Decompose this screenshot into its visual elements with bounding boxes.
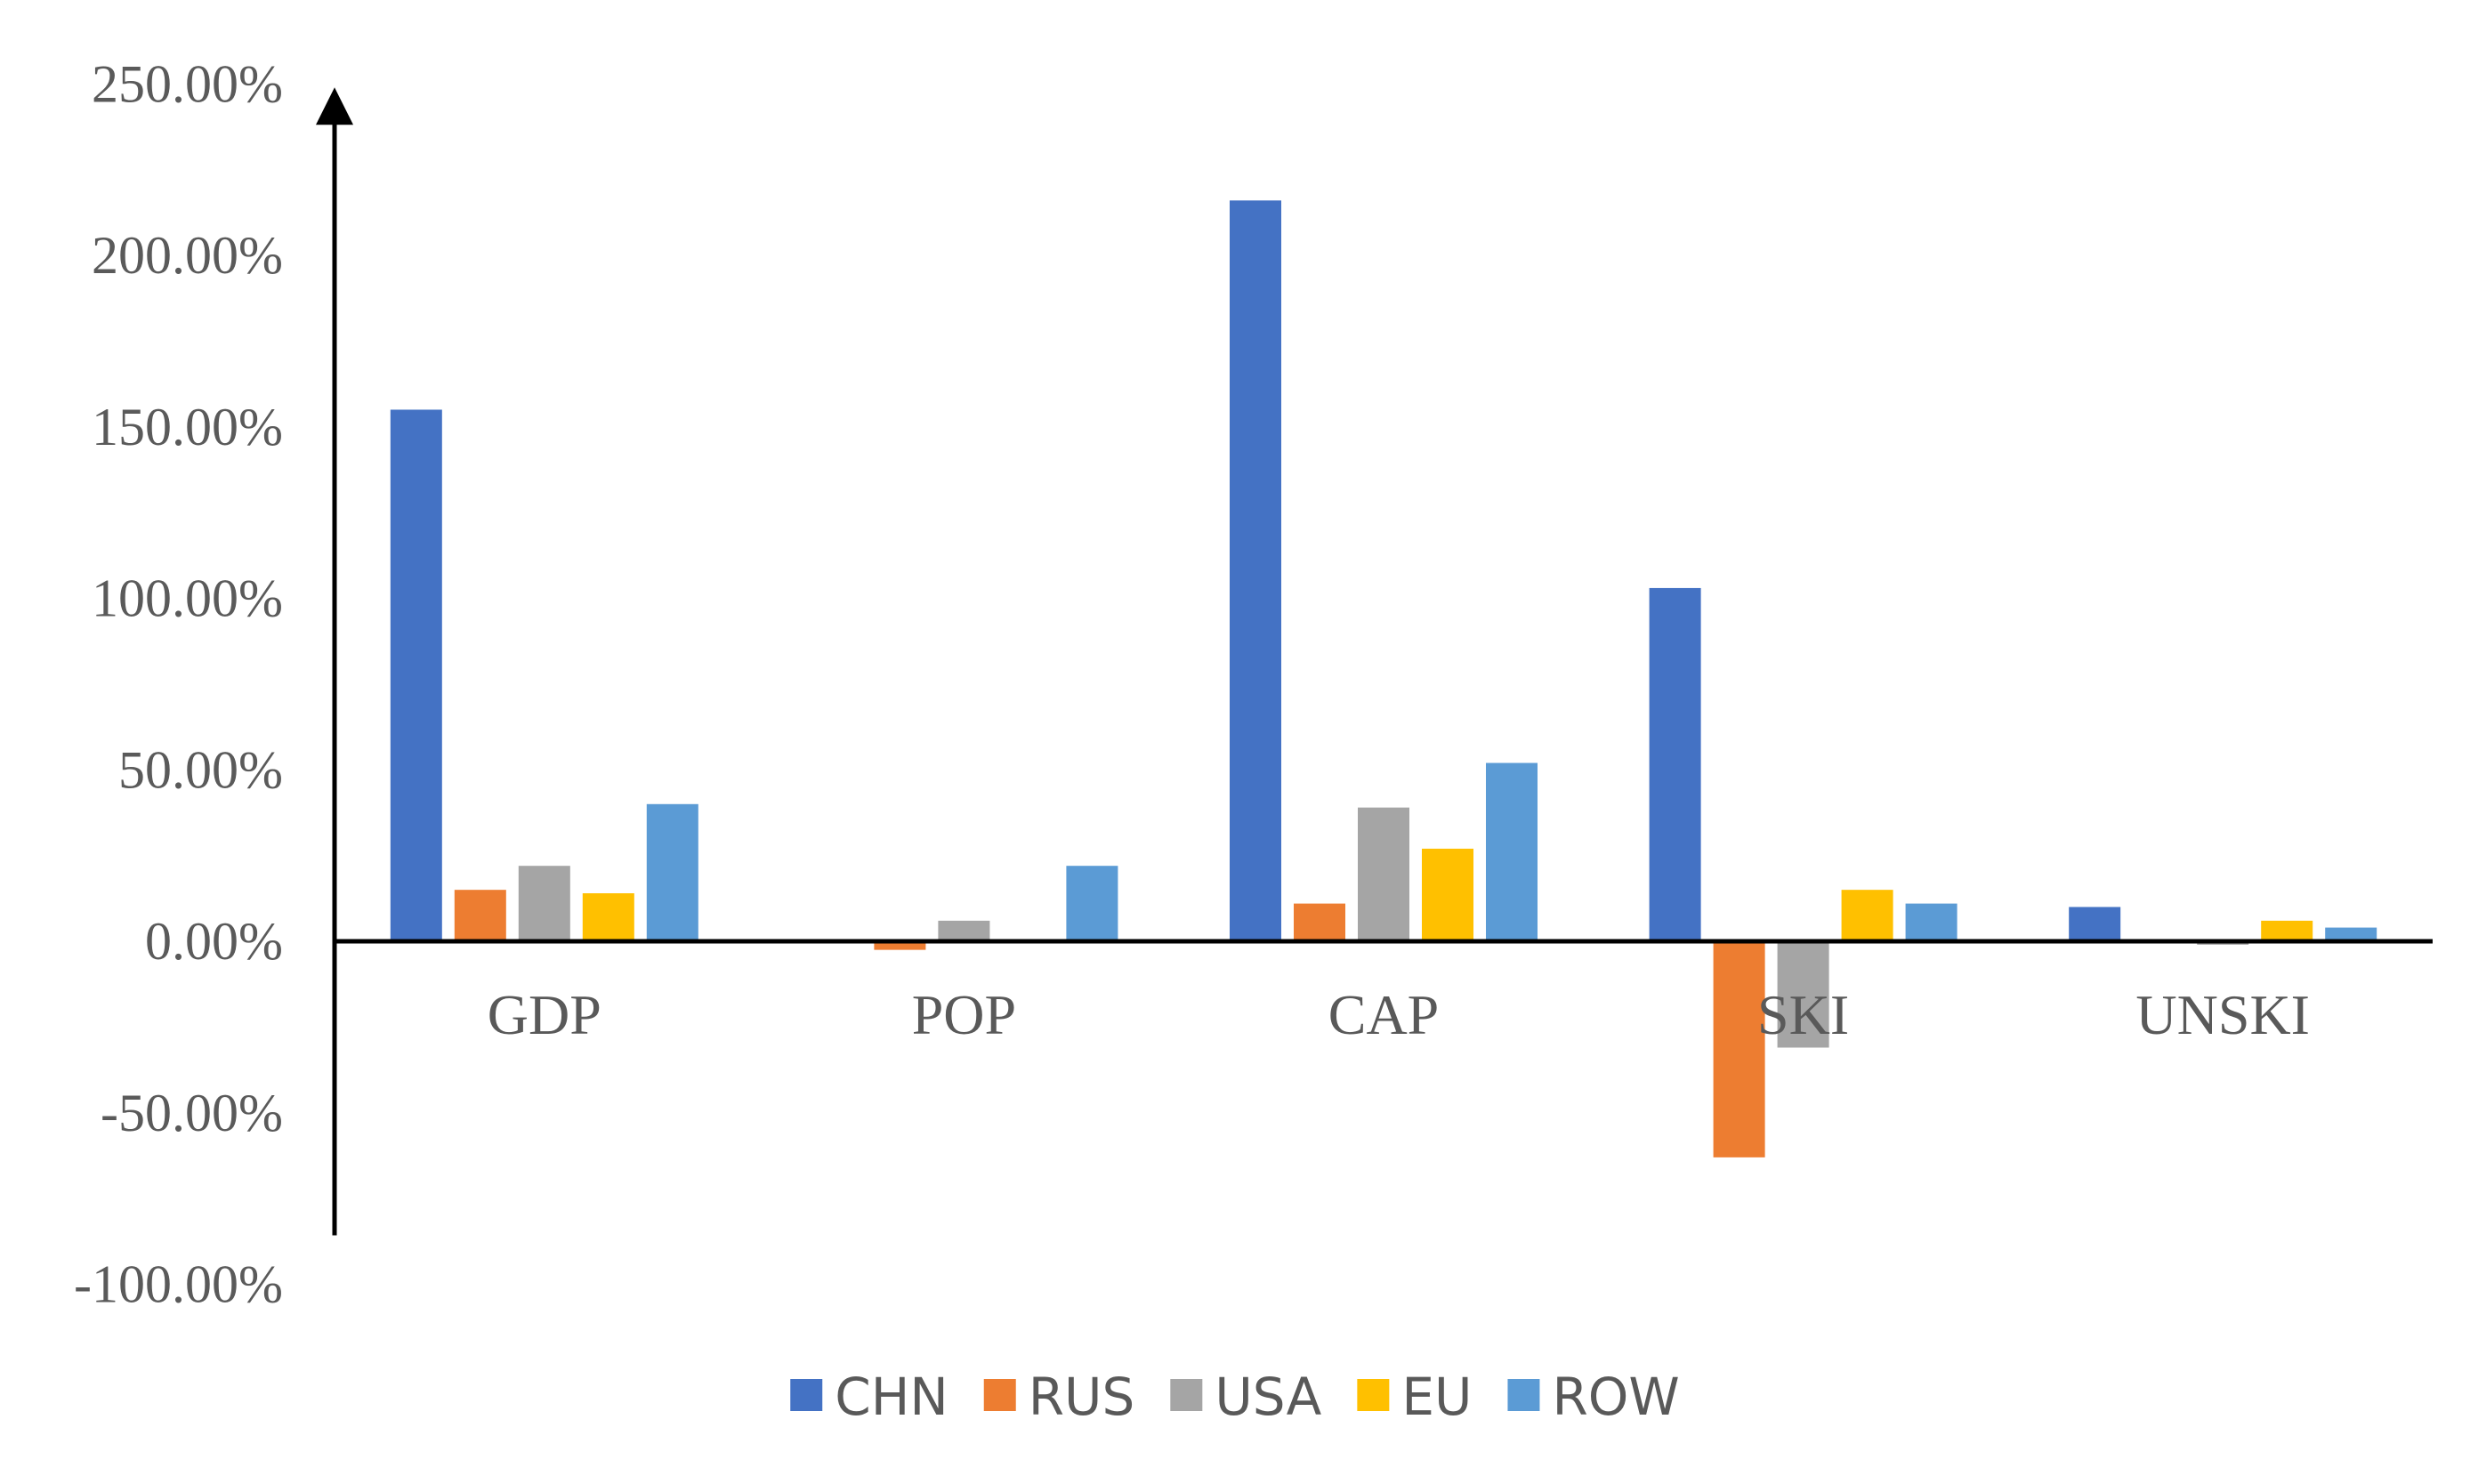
bar-usa-pop <box>938 920 990 941</box>
category-label-gdp: GDP <box>488 983 601 1046</box>
axes-group <box>316 87 2433 1236</box>
bar-rus-cap <box>1294 903 1345 941</box>
legend-label-rus: RUS <box>1029 1367 1135 1427</box>
y-axis-arrowhead <box>316 87 353 125</box>
legend-swatch-usa <box>1170 1379 1203 1411</box>
y-tick-label: -50.00% <box>101 1084 283 1142</box>
bar-eu-ski <box>1841 890 1893 941</box>
legend-label-eu: EU <box>1401 1367 1472 1427</box>
bar-usa-gdp <box>518 866 570 941</box>
legend-swatch-rus <box>983 1379 1016 1411</box>
bar-row-pop <box>1066 866 1118 941</box>
bar-rus-gdp <box>454 890 506 941</box>
bar-row-gdp <box>646 803 698 941</box>
bar-rus-ski <box>1713 941 1765 1157</box>
y-tick-labels: 250.00% 200.00% 150.00% 100.00% 50.00% 0.00% -… <box>74 54 283 1313</box>
bar-rus-pop <box>874 941 926 950</box>
y-tick-label: 250.00% <box>92 54 283 113</box>
bars-group <box>390 200 2377 1157</box>
category-label-unski: UNSKI <box>2135 983 2310 1046</box>
legend-swatch-eu <box>1357 1379 1390 1411</box>
bar-row-cap <box>1486 762 1538 941</box>
legend-label-chn: CHN <box>835 1367 948 1427</box>
bar-eu-unski <box>2261 920 2313 941</box>
y-tick-label: 150.00% <box>92 398 283 456</box>
bar-eu-gdp <box>582 893 634 941</box>
bar-row-unski <box>2325 927 2377 941</box>
legend-swatch-row <box>1507 1379 1540 1411</box>
bar-chn-cap <box>1230 200 1281 941</box>
bar-usa-ski <box>1777 941 1829 1048</box>
y-tick-label: 0.00% <box>145 912 283 971</box>
y-tick-label: 200.00% <box>92 226 283 285</box>
legend: CHN RUS USA EU ROW <box>790 1367 1680 1427</box>
bar-usa-cap <box>1358 807 1409 941</box>
category-labels: GDP POP CAP SKI UNSKI <box>488 983 2310 1046</box>
category-label-pop: POP <box>912 983 1016 1046</box>
y-tick-label: 100.00% <box>92 569 283 628</box>
bar-eu-cap <box>1422 848 1473 941</box>
bar-chn-gdp <box>390 409 442 942</box>
category-label-ski: SKI <box>1757 983 1849 1046</box>
legend-swatch-chn <box>790 1379 823 1411</box>
bar-chn-unski <box>2069 907 2121 941</box>
bar-row-ski <box>1905 903 1957 941</box>
y-tick-label: -100.00% <box>74 1255 283 1314</box>
legend-label-row: ROW <box>1552 1367 1679 1427</box>
bar-chn-ski <box>1649 587 1701 941</box>
category-label-cap: CAP <box>1328 983 1440 1046</box>
legend-label-usa: USA <box>1215 1367 1321 1427</box>
y-tick-label: 50.00% <box>118 740 283 799</box>
